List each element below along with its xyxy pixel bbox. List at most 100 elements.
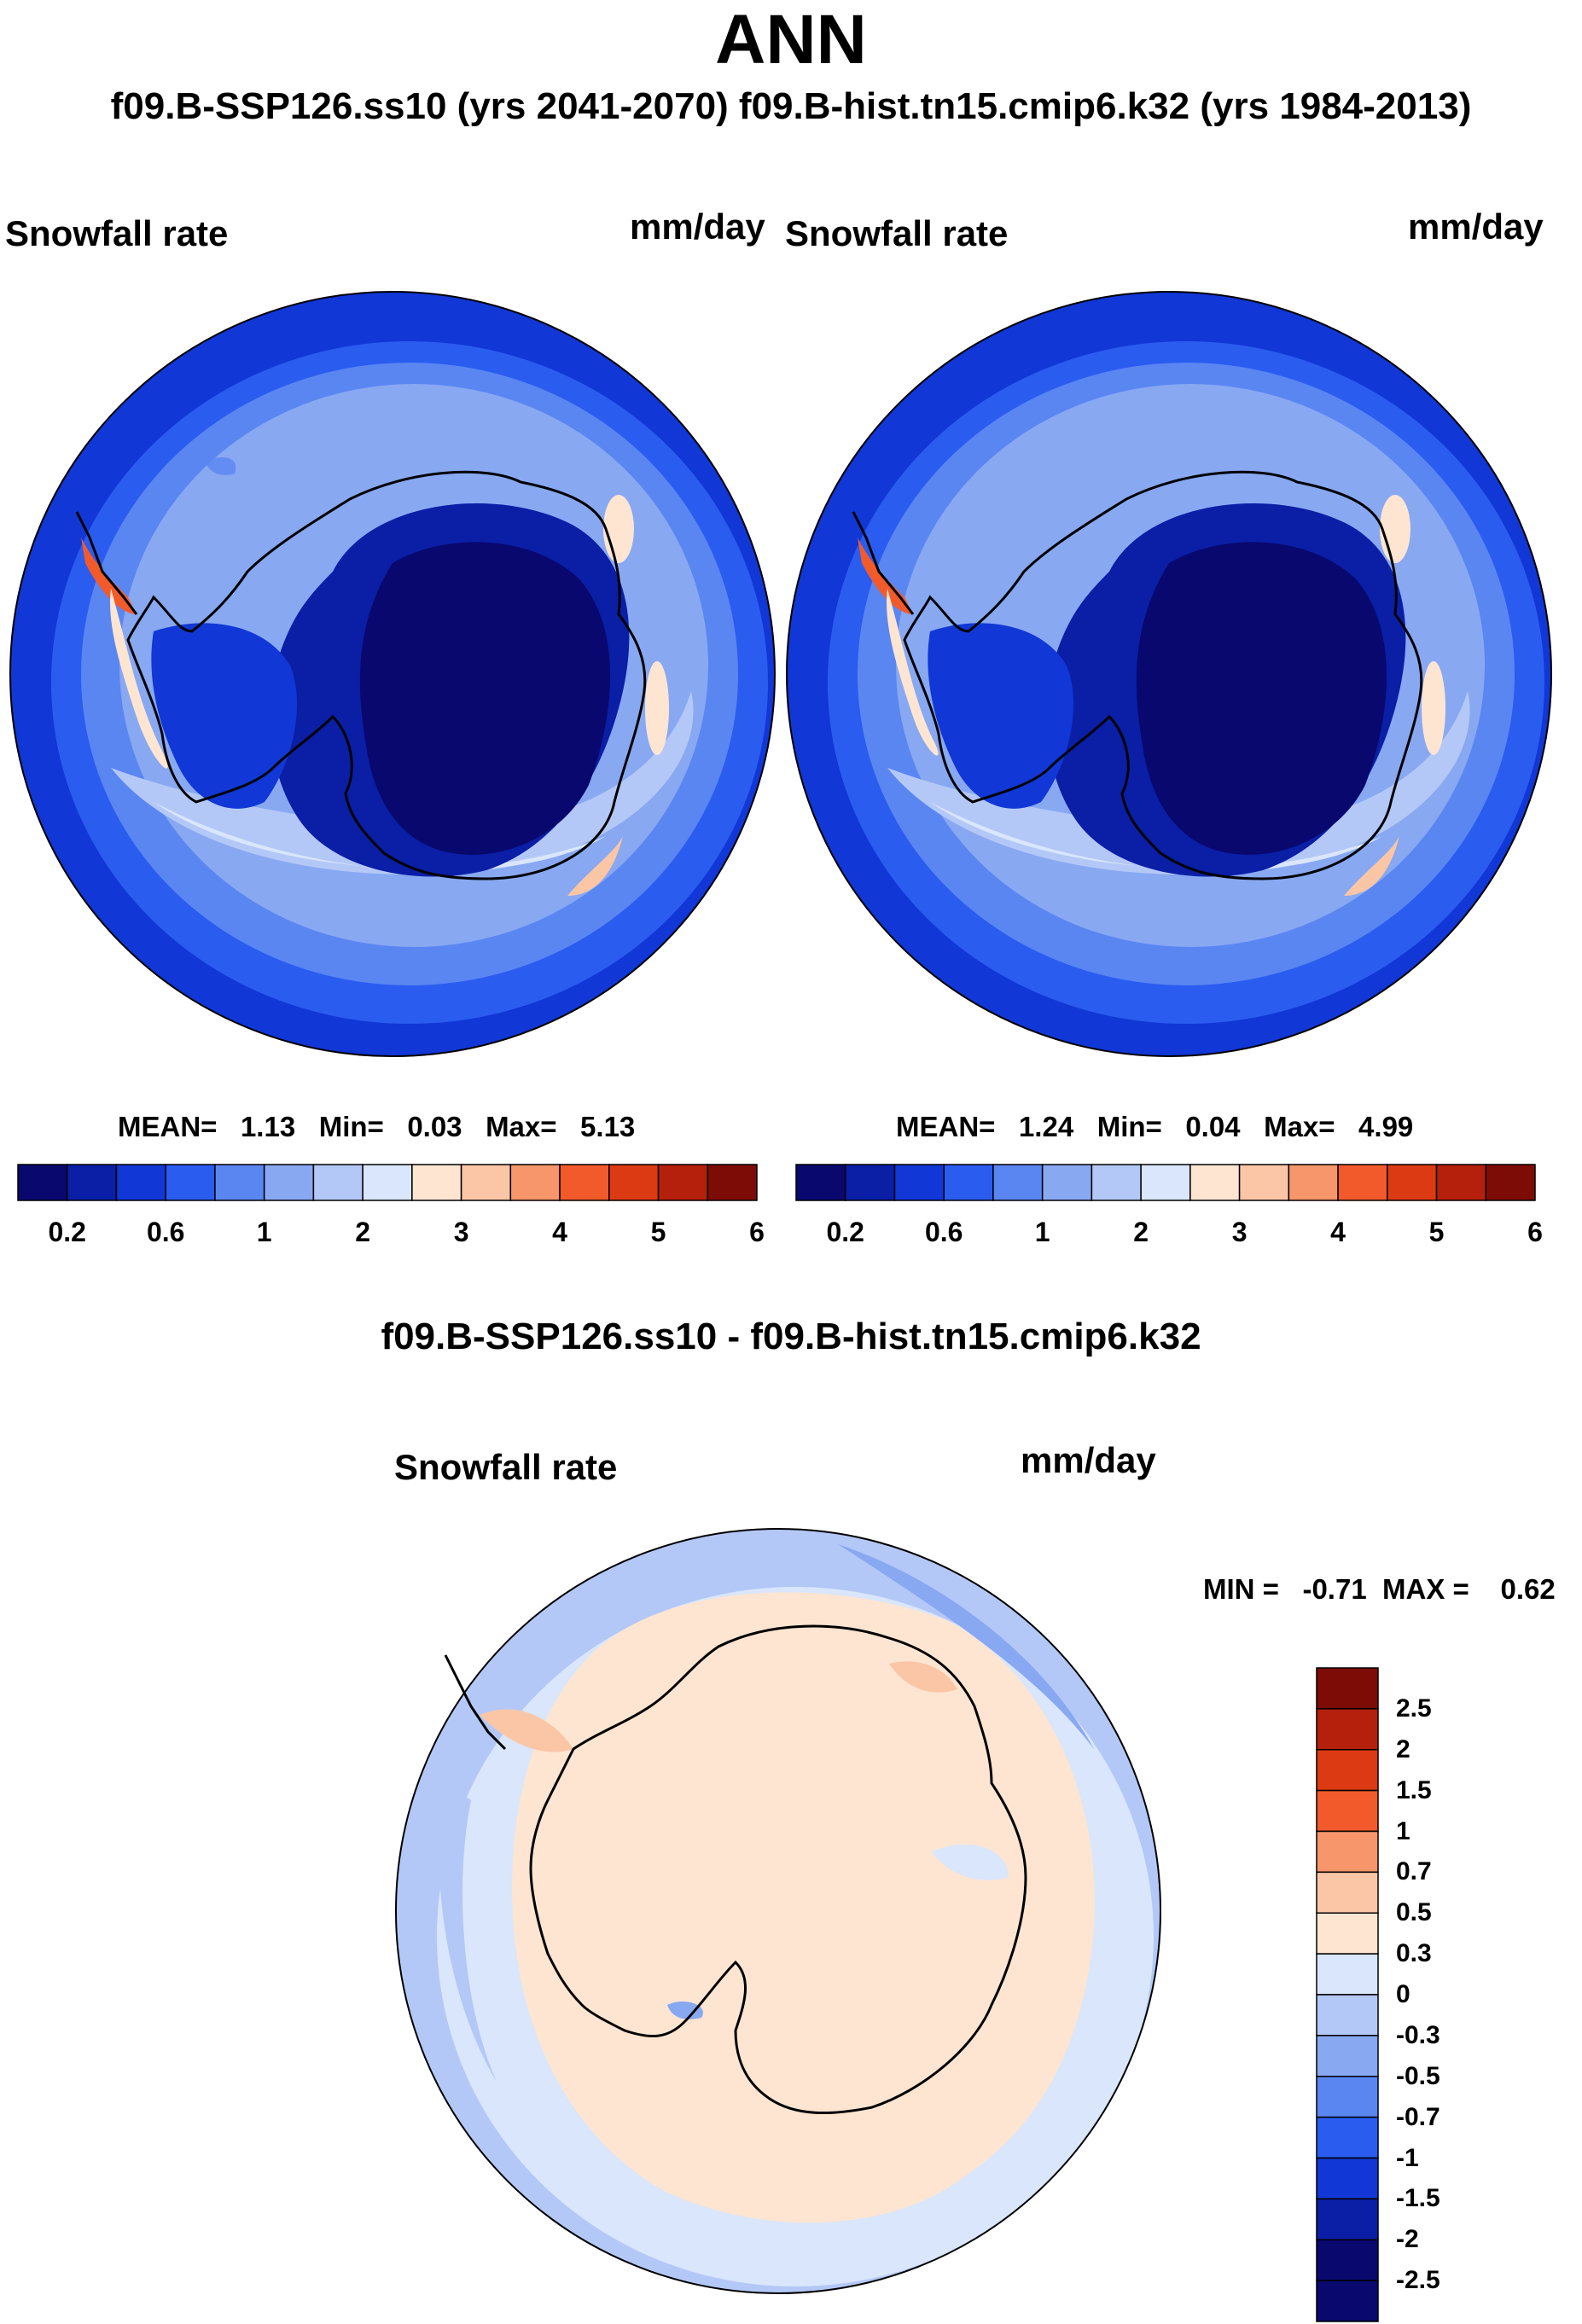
- colorbar-swatch: [943, 1164, 994, 1201]
- colorbar-swatch: [707, 1164, 758, 1201]
- antarctica-coastline: [126, 470, 647, 880]
- east-coast-patch-1: [1380, 495, 1410, 563]
- right-mean-value: 1.24: [1018, 1111, 1074, 1142]
- left-units-label: mm/day: [630, 206, 765, 247]
- right-min-label: Min=: [1096, 1111, 1162, 1142]
- colorbar-swatch: [115, 1164, 166, 1201]
- colorbar-swatch: [1316, 2157, 1379, 2200]
- colorbar-tick-label: -0.5: [1396, 2061, 1440, 2090]
- diff-colorbar-ticks: 2.5 2 1.5 1 0.7 0.5 0.3 0 -0.3 -0.5 -0.7 -1 -1.5 -2 -2…: [1396, 1667, 1498, 2324]
- left-variable-label: Snowfall rate: [5, 213, 229, 253]
- east-coast-patch-3: [567, 836, 623, 896]
- left-min-value: 0.03: [407, 1111, 462, 1142]
- colorbar-tick-label: 2.5: [1396, 1694, 1432, 1723]
- colorbar-swatch: [1316, 2280, 1379, 2322]
- diff-positive-region: [512, 1592, 1095, 2223]
- diff-max-label: MAX =: [1382, 1573, 1469, 1605]
- colorbar-swatch: [1288, 1164, 1339, 1201]
- colorbar-tick-label: 0.3: [1396, 1939, 1432, 1968]
- colorbar-swatch: [1316, 2076, 1379, 2118]
- diff-min-label: MIN =: [1203, 1573, 1279, 1605]
- colorbar-swatch: [559, 1164, 610, 1201]
- colorbar-tick-label: 5: [650, 1217, 666, 1247]
- coast-positive: [887, 589, 939, 756]
- left-colorbar: [17, 1164, 758, 1201]
- colorbar-tick-label: 0.5: [1396, 1898, 1432, 1927]
- colorbar-tick-label: 1: [1034, 1217, 1050, 1247]
- colorbar-swatch: [263, 1164, 315, 1201]
- continent-interior: [359, 542, 610, 855]
- colorbar-tick-label: 4: [1330, 1217, 1346, 1247]
- right-mean-label: MEAN=: [896, 1111, 996, 1142]
- right-units-label: mm/day: [1408, 206, 1544, 247]
- colorbar-swatch: [1316, 1830, 1379, 1874]
- diff-antarctica-coastline: [529, 1624, 1027, 2115]
- east-coast-patch-1: [603, 495, 634, 563]
- colorbar-tick-label: -1.5: [1396, 2184, 1440, 2213]
- colorbar-tick-label: 0.2: [826, 1217, 864, 1247]
- east-coast-patch-2: [1422, 661, 1445, 755]
- colorbar-tick-label: 4: [552, 1217, 567, 1247]
- diff-peninsula-coastline: [444, 1654, 507, 1751]
- diff-min-value: -0.71: [1302, 1573, 1367, 1605]
- colorbar-tick-label: 5: [1428, 1217, 1445, 1247]
- right-max-label: Max=: [1264, 1111, 1335, 1142]
- colorbar-swatch: [165, 1164, 216, 1201]
- colorbar-swatch: [1316, 1749, 1379, 1792]
- colorbar-swatch: [1316, 2035, 1379, 2077]
- colorbar-tick-label: -1: [1396, 2143, 1419, 2172]
- subtitle: f09.B-SSP126.ss10 (yrs 2041-2070) f09.B-…: [110, 85, 1472, 127]
- colorbar-swatch: [214, 1164, 265, 1201]
- colorbar-swatch: [1316, 1667, 1379, 1710]
- left-max-value: 5.13: [580, 1111, 636, 1142]
- diff-small-negative: [932, 1844, 1009, 1880]
- colorbar-tick-label: 0: [1396, 1980, 1410, 2008]
- left-stats: MEAN= 1.13 Min= 0.03 Max= 5.13: [118, 1111, 635, 1143]
- colorbar-tick-label: 2: [1133, 1217, 1149, 1247]
- diff-polar-map: [395, 1528, 1161, 2294]
- right-polar-map: [786, 291, 1552, 1057]
- diff-title: f09.B-SSP126.ss10 - f09.B-hist.tn15.cmip…: [381, 1316, 1201, 1357]
- colorbar-swatch: [657, 1164, 709, 1201]
- colorbar-swatch: [1485, 1164, 1536, 1201]
- colorbar-tick-label: 6: [1527, 1217, 1543, 1247]
- right-colorbar: [795, 1164, 1536, 1201]
- colorbar-tick-label: -2: [1396, 2225, 1419, 2254]
- colorbar-tick-label: 0.7: [1396, 1857, 1432, 1886]
- east-coast-patch-2: [645, 661, 669, 755]
- colorbar-swatch: [1316, 1708, 1379, 1751]
- diff-small-patch: [667, 2001, 703, 2019]
- colorbar-swatch: [312, 1164, 364, 1201]
- colorbar-swatch: [1140, 1164, 1191, 1201]
- colorbar-swatch: [608, 1164, 660, 1201]
- colorbar-tick-label: 1.5: [1396, 1775, 1432, 1804]
- colorbar-tick-label: 6: [749, 1217, 765, 1247]
- colorbar-tick-label: 3: [453, 1217, 469, 1247]
- colorbar-swatch: [509, 1164, 561, 1201]
- colorbar-swatch: [1238, 1164, 1290, 1201]
- colorbar-tick-label: 3: [1231, 1217, 1248, 1247]
- antarctica-coastline: [903, 470, 1423, 880]
- colorbar-tick-label: 1: [1396, 1816, 1410, 1845]
- left-mean-label: MEAN=: [118, 1111, 218, 1142]
- right-variable-label: Snowfall rate: [785, 213, 1009, 253]
- colorbar-tick-label: 0.6: [924, 1217, 963, 1247]
- colorbar-swatch: [992, 1164, 1044, 1201]
- colorbar-swatch: [893, 1164, 945, 1201]
- colorbar-swatch: [1316, 1912, 1379, 1955]
- diff-map-border: [395, 1528, 1161, 2294]
- colorbar-swatch: [1316, 1953, 1379, 1996]
- colorbar-swatch: [362, 1164, 413, 1201]
- colorbar-swatch: [1189, 1164, 1241, 1201]
- colorbar-tick-label: -2.5: [1396, 2266, 1440, 2295]
- diff-variable-label: Snowfall rate: [394, 1447, 618, 1487]
- colorbar-tick-label: 0.2: [48, 1217, 86, 1247]
- colorbar-swatch: [1316, 2239, 1379, 2281]
- diff-max-value: 0.62: [1500, 1573, 1556, 1605]
- diff-band-left: [439, 1783, 497, 2082]
- colorbar-swatch: [1316, 1994, 1379, 2036]
- diff-units-label: mm/day: [1021, 1440, 1156, 1480]
- colorbar-tick-label: -0.3: [1396, 2020, 1440, 2049]
- colorbar-swatch: [1435, 1164, 1487, 1201]
- colorbar-tick-label: 2: [355, 1217, 371, 1247]
